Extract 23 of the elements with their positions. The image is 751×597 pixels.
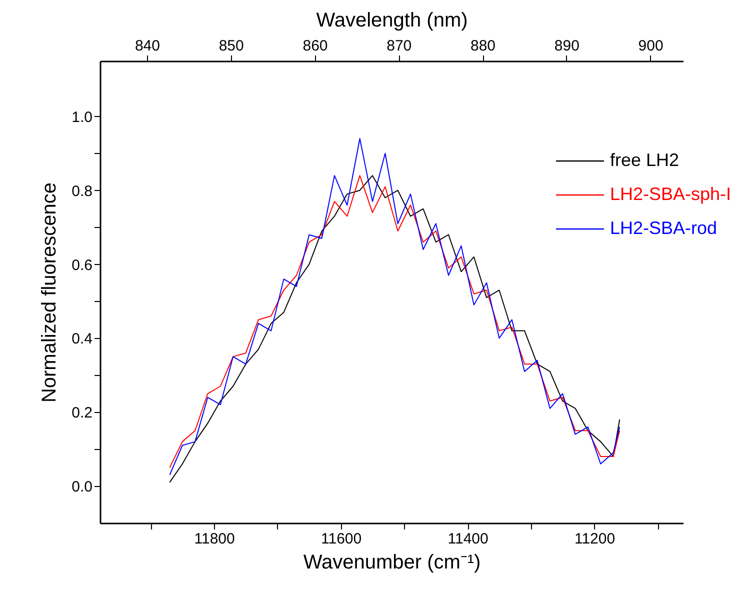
x-tick-label: 11200 xyxy=(574,530,616,548)
y-tick-label: 0.4 xyxy=(72,330,92,348)
y-tick-label: 1.0 xyxy=(72,108,92,126)
y-tick-label: 0.2 xyxy=(72,404,92,422)
x2-axis-title: Wavelength (nm) xyxy=(316,10,468,32)
y-tick-label: 0.6 xyxy=(72,256,92,274)
y-tick-label: 0.0 xyxy=(72,478,92,496)
x-tick-label: 11400 xyxy=(448,530,488,548)
x2-tick-label: 860 xyxy=(302,38,328,54)
x2-tick-label: 870 xyxy=(386,38,412,54)
legend-label: LH2-SBA-sph-I xyxy=(610,184,732,204)
x2-tick-label: 900 xyxy=(638,38,664,54)
x2-tick-label: 890 xyxy=(554,38,580,54)
x-tick-label: 11600 xyxy=(321,530,362,548)
x2-tick-label: 850 xyxy=(218,38,244,54)
y-axis-title: Normalized fluorescence xyxy=(38,182,61,403)
y-tick-label: 0.8 xyxy=(72,182,92,200)
x2-tick-label: 880 xyxy=(470,38,496,54)
legend-label: free LH2 xyxy=(610,150,680,170)
x2-tick-label: 840 xyxy=(134,38,160,54)
legend-label: LH2-SBA-rod xyxy=(610,218,718,238)
x-tick-label: 11800 xyxy=(194,530,235,548)
x-axis-title: Wavenumber (cm⁻¹) xyxy=(303,552,481,574)
